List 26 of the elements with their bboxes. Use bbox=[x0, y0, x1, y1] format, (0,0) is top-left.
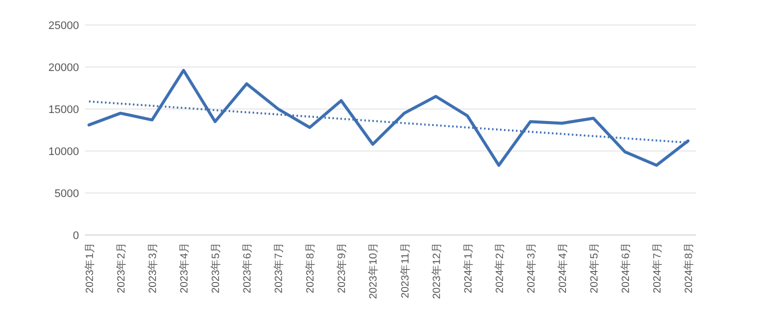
x-tick-label: 2023年10月 bbox=[368, 242, 380, 300]
x-tick-label: 2024年2月 bbox=[494, 242, 506, 294]
x-tick-label: 2024年5月 bbox=[588, 242, 600, 294]
y-tick-label: 5000 bbox=[54, 188, 79, 200]
x-tick-label: 2024年3月 bbox=[525, 242, 538, 294]
x-tick-label: 2024年6月 bbox=[620, 242, 632, 294]
x-tick-label: 2023年6月 bbox=[242, 242, 254, 294]
x-tick-label: 2023年5月 bbox=[210, 242, 222, 294]
x-tick-label: 2023年12月 bbox=[430, 242, 443, 300]
x-tick-label: 2024年4月 bbox=[556, 242, 569, 294]
x-tick-label: 2023年4月 bbox=[178, 242, 191, 294]
y-tick-label: 0 bbox=[72, 230, 79, 242]
x-tick-label: 2024年7月 bbox=[651, 242, 664, 294]
x-tick-label: 2023年9月 bbox=[336, 242, 348, 294]
x-tick-label: 2023年1月 bbox=[84, 242, 96, 294]
x-tick-label: 2023年3月 bbox=[147, 242, 160, 294]
x-tick-label: 2024年1月 bbox=[462, 242, 474, 294]
x-tick-label: 2023年8月 bbox=[304, 242, 317, 294]
y-tick-label: 20000 bbox=[48, 62, 79, 74]
y-tick-label: 25000 bbox=[48, 20, 79, 32]
x-tick-label: 2023年2月 bbox=[116, 242, 128, 294]
x-tick-label: 2023年7月 bbox=[273, 242, 286, 294]
x-tick-label: 2024年8月 bbox=[683, 242, 695, 294]
y-tick-label: 15000 bbox=[48, 104, 79, 116]
y-tick-label: 10000 bbox=[48, 146, 79, 158]
x-tick-label: 2023年11月 bbox=[399, 242, 412, 298]
